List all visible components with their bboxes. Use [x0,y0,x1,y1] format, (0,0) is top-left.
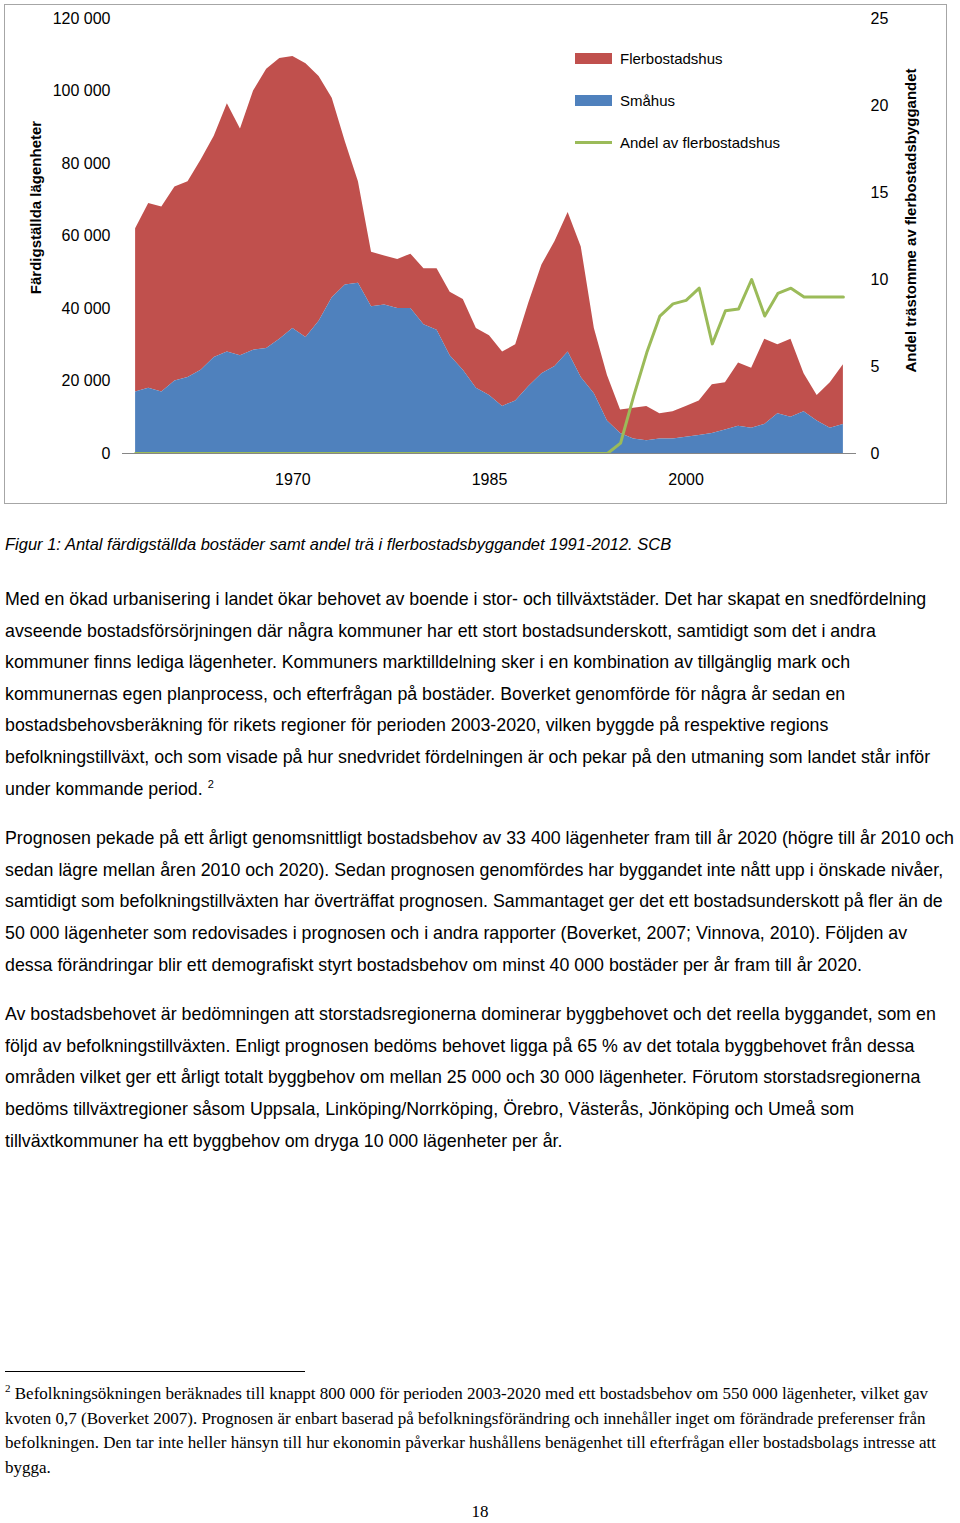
svg-text:10: 10 [871,271,889,288]
svg-text:20 000: 20 000 [62,372,111,389]
svg-text:80 000: 80 000 [62,155,111,172]
html-text:Småhus: Småhus [620,91,675,109]
svg-text:0: 0 [871,445,880,462]
svg-text:1970: 1970 [275,471,311,488]
html-text:Prognosen pekade på ett årligt: Prognosen pekade på ett årligt genomsnit… [5,828,954,975]
html-text:Färdigställda lägenheter: Färdigställda lägenheter [26,120,44,294]
html-text:Av bostadsbehovet är bedömning: Av bostadsbehovet är bedömningen att sto… [5,1004,936,1151]
svg-text:100 000: 100 000 [53,82,111,99]
html-text:18: 18 [471,1502,489,1521]
svg-text:20: 20 [871,97,889,114]
svg-text:5: 5 [871,358,880,375]
html-text:2Befolkningsökningen beräknade: 2Befolkningsökningen beräknades till kna… [5,1382,936,1477]
svg-text:0: 0 [102,445,111,462]
svg-text:1985: 1985 [472,471,508,488]
html-text:Figur 1: Antal färdigställda b: Figur 1: Antal färdigställda bostäder sa… [5,535,672,553]
svg-text:25: 25 [871,10,889,27]
svg-text:15: 15 [871,184,889,201]
html-text:Andel av flerbostadshus: Andel av flerbostadshus [620,133,781,151]
svg-text:120 000: 120 000 [53,10,111,27]
html-text:Med en ökad urbanisering i lan: Med en ökad urbanisering i landet ökar b… [5,589,931,799]
svg-text:2000: 2000 [668,471,704,488]
svg-text:40 000: 40 000 [62,300,111,317]
html-text:Andel trästomme av flerbostads: Andel trästomme av flerbostadsbyggandet [901,67,919,373]
svg-text:60 000: 60 000 [62,227,111,244]
html-text:Flerbostadshus: Flerbostadshus [620,49,723,67]
